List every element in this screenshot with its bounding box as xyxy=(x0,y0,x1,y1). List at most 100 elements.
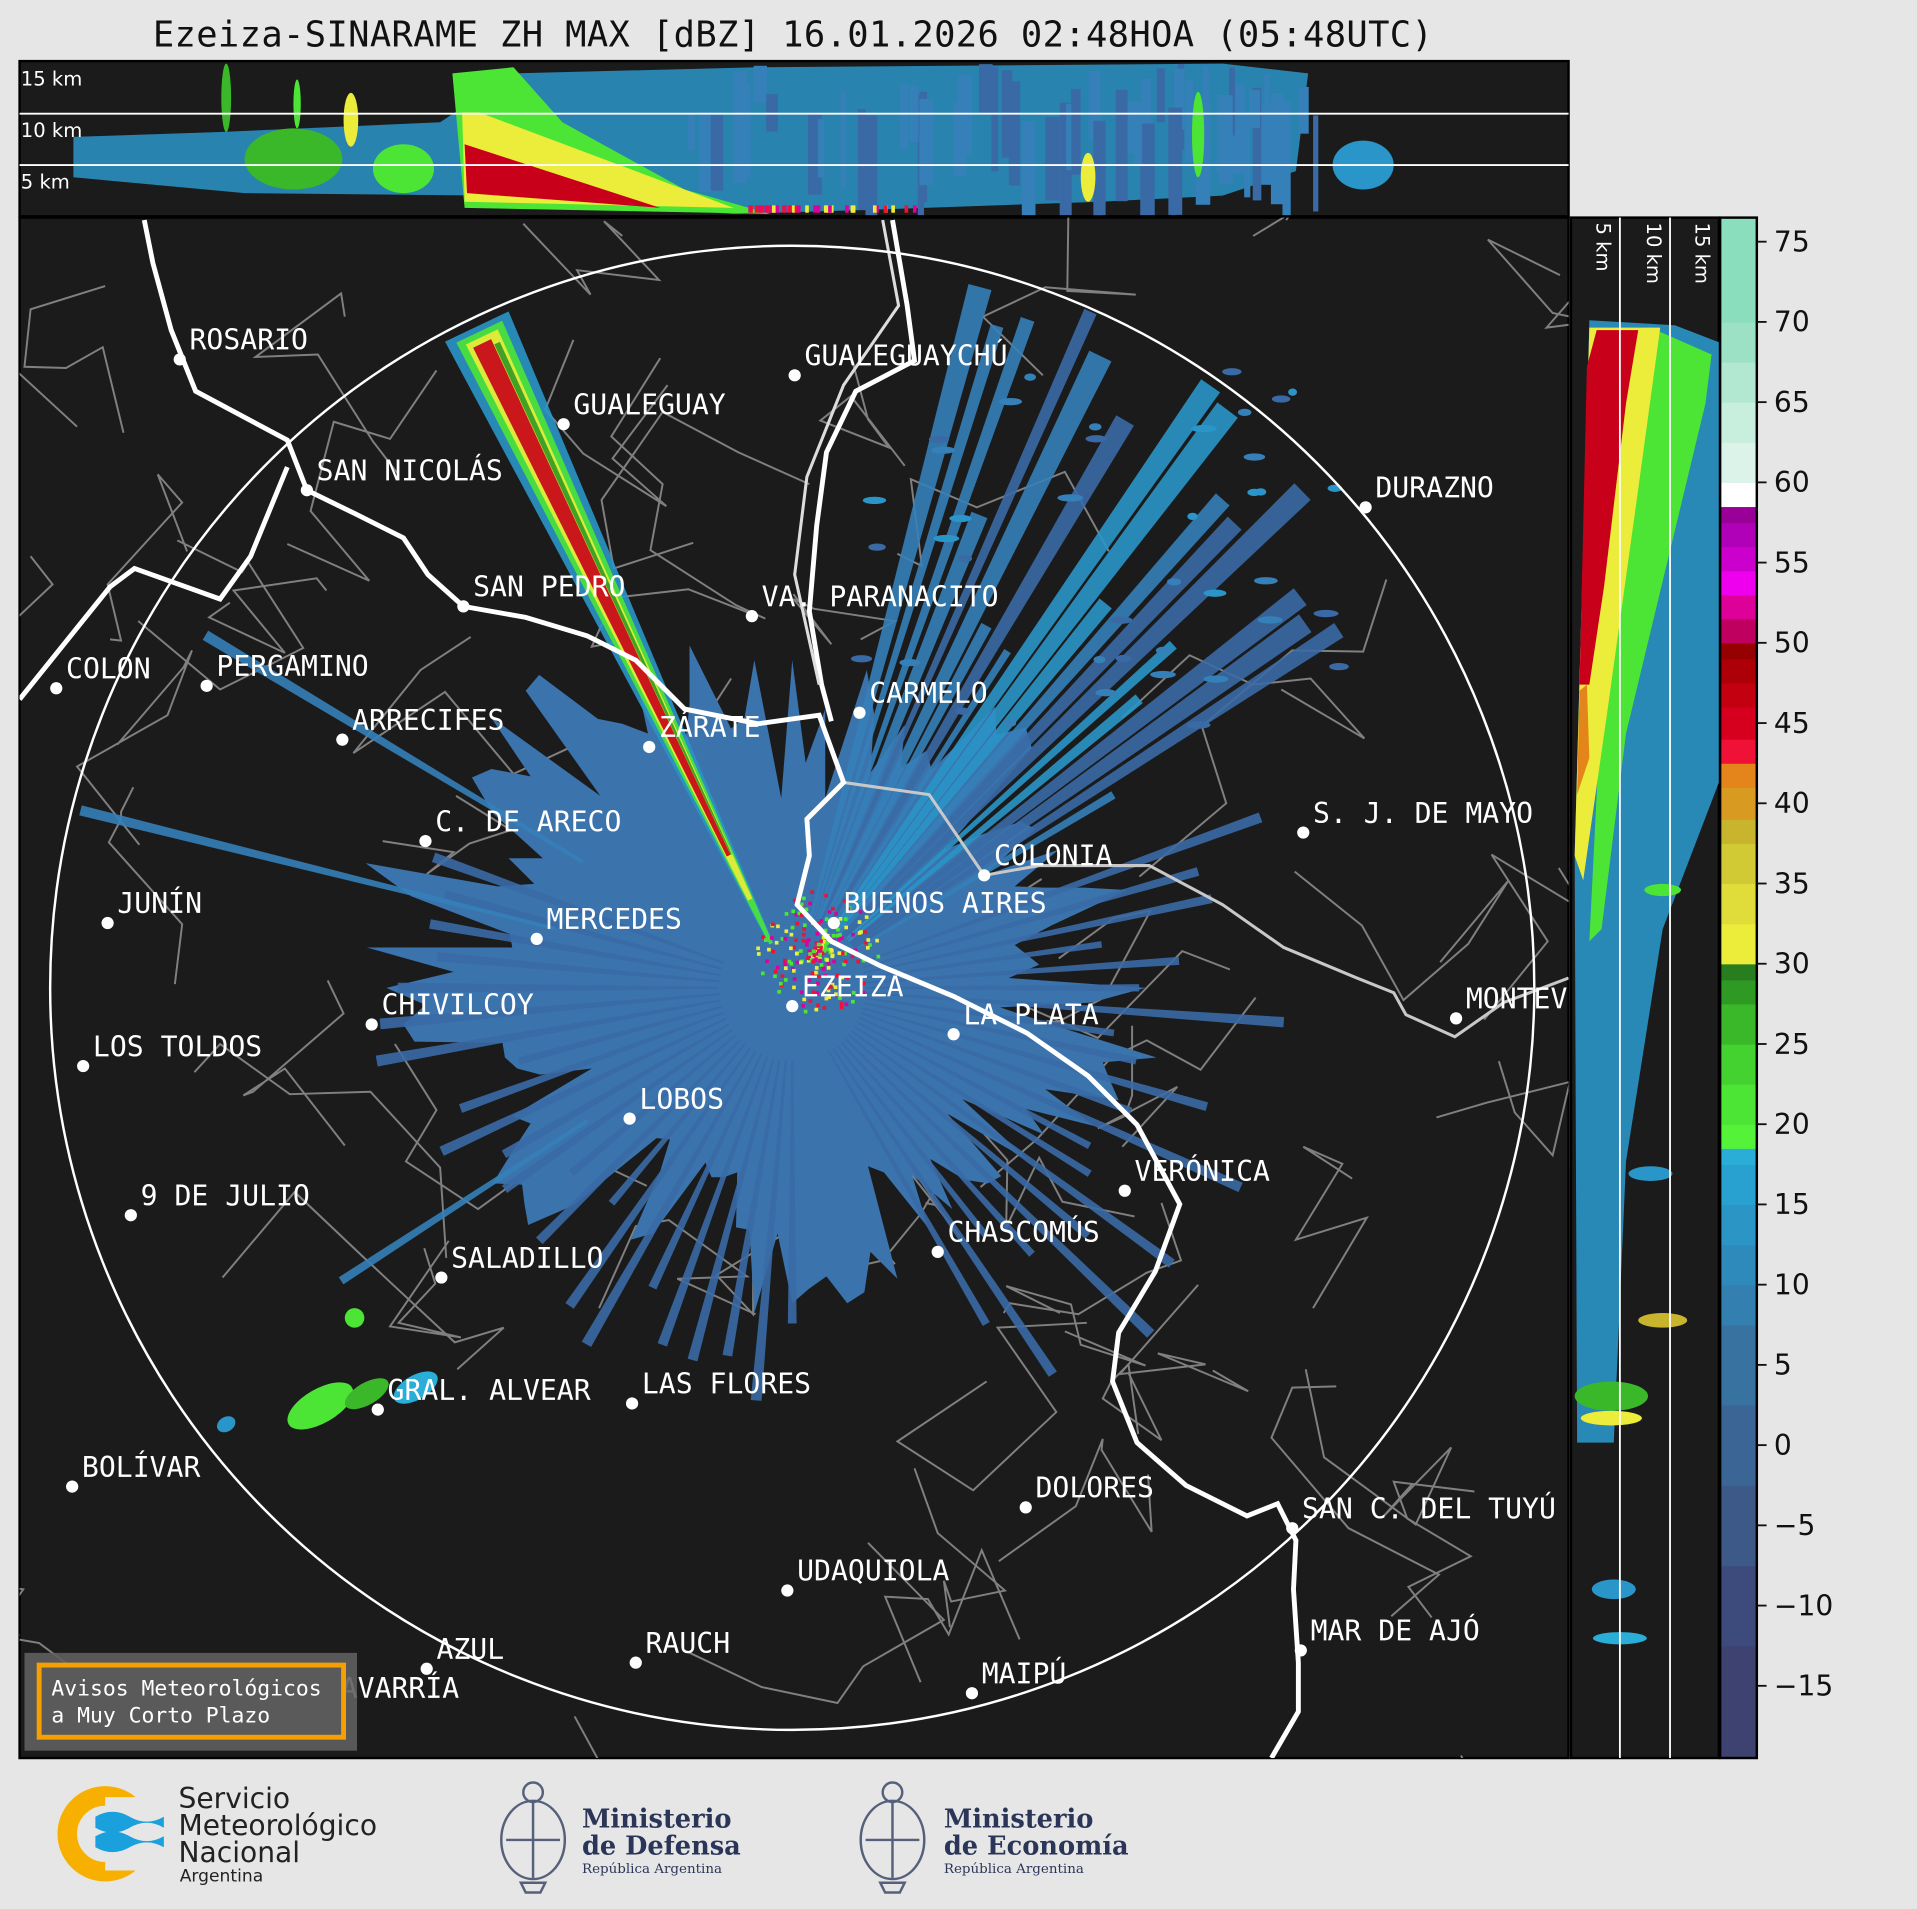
city-label: BUENOS AIRES xyxy=(844,887,1047,920)
city-label: LOS TOLDOS xyxy=(93,1030,262,1063)
city-label: MONTEVIDEO xyxy=(1466,983,1635,1016)
city-dot xyxy=(419,834,432,848)
colorbar-tick-label: −15 xyxy=(1774,1670,1833,1703)
city-dot xyxy=(435,1271,448,1284)
coat-of-arms-icon xyxy=(500,1781,567,1894)
city-marker: CHIVILCOY xyxy=(365,989,534,1031)
city-label: MAIPÚ xyxy=(982,1656,1067,1690)
city-marker: EZEIZA xyxy=(786,970,904,1013)
city-marker: 9 DE JULIO xyxy=(124,1179,310,1222)
top-cross-section-panel: 15 km 10 km 5 km xyxy=(18,59,1570,218)
city-label: COLONIA xyxy=(994,840,1113,873)
colorbar-segment xyxy=(1720,682,1757,708)
city-label: 9 DE JULIO xyxy=(141,1179,310,1212)
city-label: DOLORES xyxy=(1036,1472,1154,1505)
city-marker: VA. PARANACITO xyxy=(745,580,999,623)
city-label: VA. PARANACITO xyxy=(762,580,999,613)
city-label: UDAQUIOLA xyxy=(797,1555,949,1588)
city-marker: LAS FLORES xyxy=(625,1368,811,1410)
colorbar-segment xyxy=(1720,1405,1757,1486)
city-dot xyxy=(827,916,840,930)
defensa-line-2: de Defensa xyxy=(582,1832,741,1862)
figure-title: Ezeiza-SINARAME ZH MAX [dBZ] 16.01.2026 … xyxy=(153,14,1433,55)
city-marker: MONTEVIDEO xyxy=(1449,983,1635,1025)
colorbar-segment xyxy=(1720,362,1757,403)
colorbar-segment xyxy=(1720,923,1757,965)
city-dot xyxy=(965,1687,979,1700)
notice-button[interactable]: Avisos Meteorológicos a Muy Corto Plazo xyxy=(24,1652,358,1751)
city-label: CHIVILCOY xyxy=(381,989,533,1022)
city-marker: BUENOS AIRES xyxy=(827,887,1047,930)
city-marker: ROSARIO xyxy=(173,324,308,366)
smn-line-4: Argentina xyxy=(180,1866,263,1886)
colorbar-segment xyxy=(1720,1565,1757,1647)
city-label: ROSARIO xyxy=(190,324,308,357)
city-dot xyxy=(1294,1644,1307,1657)
city-label: VERÓNICA xyxy=(1135,1154,1270,1188)
city-label: MERCEDES xyxy=(547,903,682,936)
city-dot xyxy=(643,740,656,754)
colorbar-tick-label: 20 xyxy=(1774,1108,1810,1141)
side-cross-section-panel: 5 km 10 km 15 km xyxy=(1569,216,1721,1760)
colorbar-segment xyxy=(1720,1645,1757,1759)
colorbar-tick-label: 0 xyxy=(1774,1429,1792,1462)
colorbar-segment xyxy=(1720,763,1757,788)
city-label: MAR DE AJÓ xyxy=(1311,1614,1480,1648)
city-marker: GRAL. ALVEAR xyxy=(371,1374,591,1416)
height-label: 5 km xyxy=(21,170,70,193)
city-label: ARRECIFES xyxy=(352,704,504,737)
colorbar-tick-label: 70 xyxy=(1774,306,1810,339)
radar-map[interactable]: ROSARIO SAN NICOLÁS GUALEGUAY GUALEGUAYCHÚ S… xyxy=(0,108,1635,1909)
colorbar-segment xyxy=(1720,1084,1757,1125)
height-label: 15 km xyxy=(21,68,82,91)
city-marker: C. DE ARECO xyxy=(419,805,621,848)
city-marker: CHASCOMÚS xyxy=(931,1215,1100,1258)
colorbar-segment xyxy=(1720,1164,1757,1206)
smn-line-1: Servicio xyxy=(179,1782,291,1815)
colorbar-segment xyxy=(1720,1124,1757,1149)
colorbar-segment xyxy=(1720,570,1757,596)
city-marker: DOLORES xyxy=(1019,1472,1154,1514)
city-label: C. DE ARECO xyxy=(435,805,621,838)
colorbar-tick-label: 40 xyxy=(1774,787,1810,820)
economia-logo: Ministerio de Economía República Argenti… xyxy=(859,1781,1129,1894)
city-dot xyxy=(931,1245,944,1258)
city-label: GRAL. ALVEAR xyxy=(388,1374,591,1407)
colorbar-segment xyxy=(1720,642,1757,660)
city-label: SALADILLO xyxy=(451,1242,603,1275)
colorbar-tick-label: 35 xyxy=(1774,867,1810,900)
city-dot xyxy=(1019,1501,1032,1514)
colorbar-tick-label: 30 xyxy=(1774,948,1810,981)
colorbar-tick-label: 45 xyxy=(1774,707,1810,740)
city-marker: RAUCH xyxy=(629,1627,730,1669)
colorbar-segment xyxy=(1720,739,1757,764)
height-label: 10 km xyxy=(21,119,82,142)
colorbar-tick-label: 60 xyxy=(1774,466,1810,499)
height-label: 15 km xyxy=(1691,223,1714,284)
city-label: EZEIZA xyxy=(802,970,904,1003)
colorbar-segment xyxy=(1720,546,1757,572)
colorbar-tick-label: −5 xyxy=(1774,1509,1815,1542)
colorbar-segment xyxy=(1720,1284,1757,1326)
city-markers: ROSARIO SAN NICOLÁS GUALEGUAY GUALEGUAYCHÚ S… xyxy=(50,324,1635,1715)
colorbar-tick-label: 25 xyxy=(1774,1028,1810,1061)
colorbar-segment xyxy=(1720,1043,1757,1085)
city-dot xyxy=(1286,1522,1299,1535)
city-dot xyxy=(557,418,570,431)
colorbar-segment xyxy=(1720,402,1757,443)
city-marker: DURAZNO xyxy=(1359,472,1494,514)
colorbar-segment xyxy=(1720,522,1757,548)
city-dot xyxy=(200,679,213,692)
colorbar-tick-label: 50 xyxy=(1774,627,1810,660)
city-label: ZÁRATE xyxy=(659,710,761,744)
colorbar-segment xyxy=(1720,506,1757,524)
radar-range-ring xyxy=(48,244,1536,1732)
city-dot xyxy=(947,1028,960,1041)
colorbar-segment xyxy=(1720,594,1757,620)
colorbar-segment xyxy=(1720,217,1757,323)
city-dot xyxy=(365,1018,378,1031)
city-marker: GUALEGUAY xyxy=(557,388,726,431)
city-marker: SAN NICOLÁS xyxy=(300,453,503,497)
colorbar-segment xyxy=(1720,1244,1757,1286)
city-dot xyxy=(173,353,186,366)
